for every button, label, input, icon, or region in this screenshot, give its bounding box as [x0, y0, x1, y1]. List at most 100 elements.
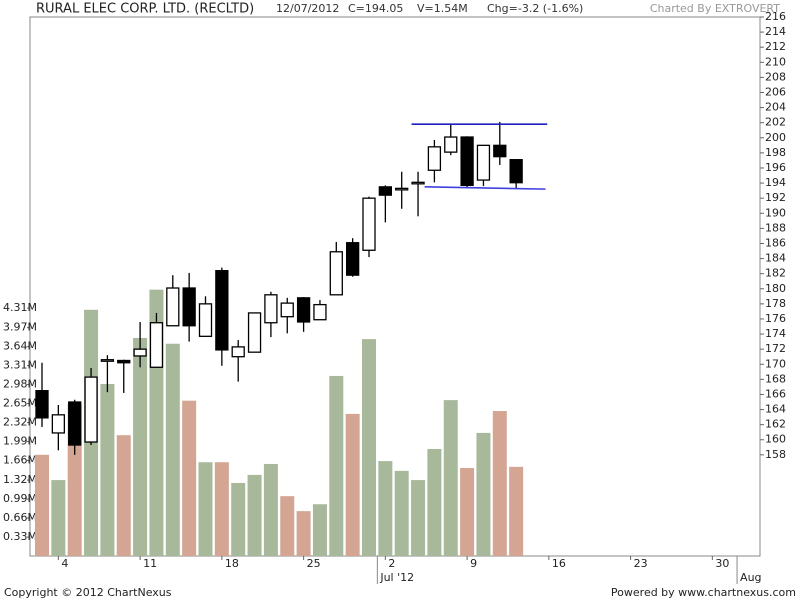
info-change: Chg=-3.2 (-1.6%): [487, 2, 583, 15]
credit: Charted By EXTROVERT: [650, 2, 780, 15]
volume-bar: [509, 466, 524, 556]
candle-body: [313, 303, 327, 321]
x-tick-label: 18: [225, 557, 239, 570]
candle-body: [427, 146, 442, 171]
x-tick-label: 30: [715, 557, 729, 570]
y-tick-label: 202: [765, 116, 786, 129]
y2-tick-label: 3.64M: [3, 340, 37, 353]
y2-tick-label: 1.99M: [3, 435, 37, 448]
volume-bar: [280, 496, 295, 556]
y2-tick-label: 1.32M: [3, 473, 37, 486]
y-tick-label: 206: [765, 85, 786, 98]
footer-left: Copyright © 2012 ChartNexus: [4, 586, 172, 599]
y-tick-label: 176: [765, 312, 786, 325]
volume-bar: [296, 511, 311, 556]
candle-body: [247, 312, 262, 353]
volume-bar: [411, 480, 426, 556]
x-tick-label: 23: [634, 557, 648, 570]
y-tick-label: 174: [765, 327, 786, 340]
volume-bar: [492, 411, 507, 556]
y-tick-label: 196: [765, 161, 786, 174]
candle-body: [100, 359, 115, 362]
candle-body: [84, 376, 98, 443]
y2-tick-label: 3.97M: [3, 321, 37, 334]
y-tick-label: 214: [765, 25, 786, 38]
volume-bar: [394, 470, 409, 556]
candle-body: [509, 159, 523, 184]
y-tick-label: 182: [765, 267, 786, 280]
candle-body: [51, 414, 65, 434]
volume-bar: [133, 337, 148, 556]
candle-body: [280, 302, 294, 318]
candle-body: [117, 359, 131, 364]
y-tick-label: 162: [765, 418, 786, 431]
candle-body: [296, 297, 311, 323]
x-tick-label: 25: [307, 557, 321, 570]
info-close: C=194.05: [348, 2, 403, 15]
candle-body: [329, 251, 343, 296]
y-tick-label: 180: [765, 282, 786, 295]
y2-tick-label: 0.33M: [3, 530, 37, 543]
info-volume: V=1.54M: [417, 2, 468, 15]
y-tick-label: 194: [765, 176, 786, 189]
y-tick-label: 204: [765, 101, 786, 114]
month-label: Jul '12: [379, 571, 414, 584]
volume-bar: [165, 343, 180, 556]
volume-bar: [35, 454, 49, 556]
month-label: Aug: [740, 571, 761, 584]
y2-tick-label: 0.66M: [3, 511, 37, 524]
y-tick-label: 178: [765, 297, 786, 310]
candle-body: [35, 390, 49, 419]
y-tick-label: 200: [765, 131, 786, 144]
candle-body: [493, 144, 507, 158]
candle-body: [264, 294, 278, 324]
volume-bar: [345, 413, 360, 556]
y-tick-label: 160: [765, 433, 786, 446]
candle-body: [460, 136, 474, 186]
volume-bar: [51, 480, 66, 556]
y2-tick-label: 1.66M: [3, 454, 37, 467]
candle-body: [198, 303, 213, 337]
y-tick-label: 216: [765, 10, 786, 23]
volume-bar: [231, 482, 246, 556]
volume-bar: [476, 432, 491, 556]
y2-tick-label: 2.65M: [3, 397, 37, 410]
volume-bar: [312, 504, 327, 556]
x-tick-label: 9: [470, 557, 477, 570]
y2-tick-label: 2.98M: [3, 378, 37, 391]
candle-body: [395, 187, 409, 191]
candle-body: [411, 181, 425, 185]
candle-body: [68, 401, 82, 446]
volume-bar: [329, 375, 344, 556]
candle-body: [215, 269, 229, 351]
volume-bar: [214, 462, 229, 556]
y2-tick-label: 3.31M: [3, 359, 37, 372]
x-tick-label: 11: [143, 557, 157, 570]
y-tick-label: 212: [765, 40, 786, 53]
y-tick-label: 208: [765, 70, 786, 83]
y-tick-label: 184: [765, 252, 786, 265]
y-tick-label: 190: [765, 206, 786, 219]
y-tick-label: 188: [765, 221, 786, 234]
y-tick-label: 170: [765, 357, 786, 370]
candle-body: [362, 197, 376, 251]
y-tick-label: 166: [765, 387, 786, 400]
y-tick-label: 192: [765, 191, 786, 204]
volume-bar: [182, 400, 197, 556]
candle-body: [149, 322, 164, 368]
volume-bar: [100, 384, 115, 556]
volume-bar: [247, 474, 262, 556]
candle-body: [182, 287, 196, 327]
candle-body: [231, 346, 245, 358]
y2-tick-label: 4.31M: [3, 301, 37, 314]
y-tick-label: 198: [765, 146, 786, 159]
volume-bar: [378, 461, 393, 556]
footer-right: Powered by www.chartnexus.com: [611, 586, 796, 599]
y-tick-label: 186: [765, 236, 786, 249]
volume-bar: [460, 467, 475, 556]
y-tick-label: 168: [765, 372, 786, 385]
y-tick-label: 172: [765, 342, 786, 355]
y-tick-label: 210: [765, 55, 786, 68]
y-tick-label: 158: [765, 448, 786, 461]
